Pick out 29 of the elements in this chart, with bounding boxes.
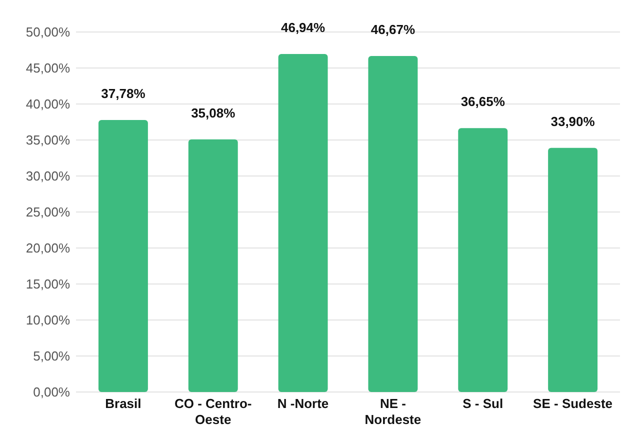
bar	[278, 54, 328, 392]
y-tick-label: 10,00%	[26, 312, 70, 328]
x-tick-label: NE - Nordeste	[364, 396, 422, 427]
x-tick-label: Brasil	[105, 396, 142, 411]
bar	[368, 56, 418, 392]
data-label: 46,67%	[370, 22, 416, 37]
y-tick-label: 5,00%	[33, 348, 70, 364]
bar	[98, 120, 148, 392]
y-tick-label: 50,00%	[26, 24, 70, 40]
y-tick-label: 45,00%	[26, 60, 70, 76]
x-tick-label: SE - Sudeste	[533, 396, 613, 411]
bar	[458, 128, 508, 392]
bar	[548, 148, 598, 392]
y-tick-label: 40,00%	[26, 96, 70, 112]
y-tick-label: 30,00%	[26, 168, 70, 184]
y-tick-label: 35,00%	[26, 132, 70, 148]
data-label: 35,08%	[191, 105, 236, 120]
data-label: 37,78%	[101, 86, 146, 101]
x-tick-label: S - Sul	[462, 396, 504, 411]
data-label: 33,90%	[550, 114, 596, 129]
bar	[188, 139, 238, 392]
data-label: 46,94%	[280, 20, 326, 36]
y-tick-label: 20,00%	[26, 240, 70, 256]
x-tick-label: N -Norte	[277, 396, 329, 411]
x-tick-label: CO - Centro-Oeste	[174, 396, 252, 427]
y-tick-label: 25,00%	[26, 204, 70, 220]
data-label: 36,65%	[460, 94, 506, 110]
y-tick-label: 15,00%	[26, 276, 70, 292]
y-tick-label: 0,00%	[33, 384, 70, 400]
